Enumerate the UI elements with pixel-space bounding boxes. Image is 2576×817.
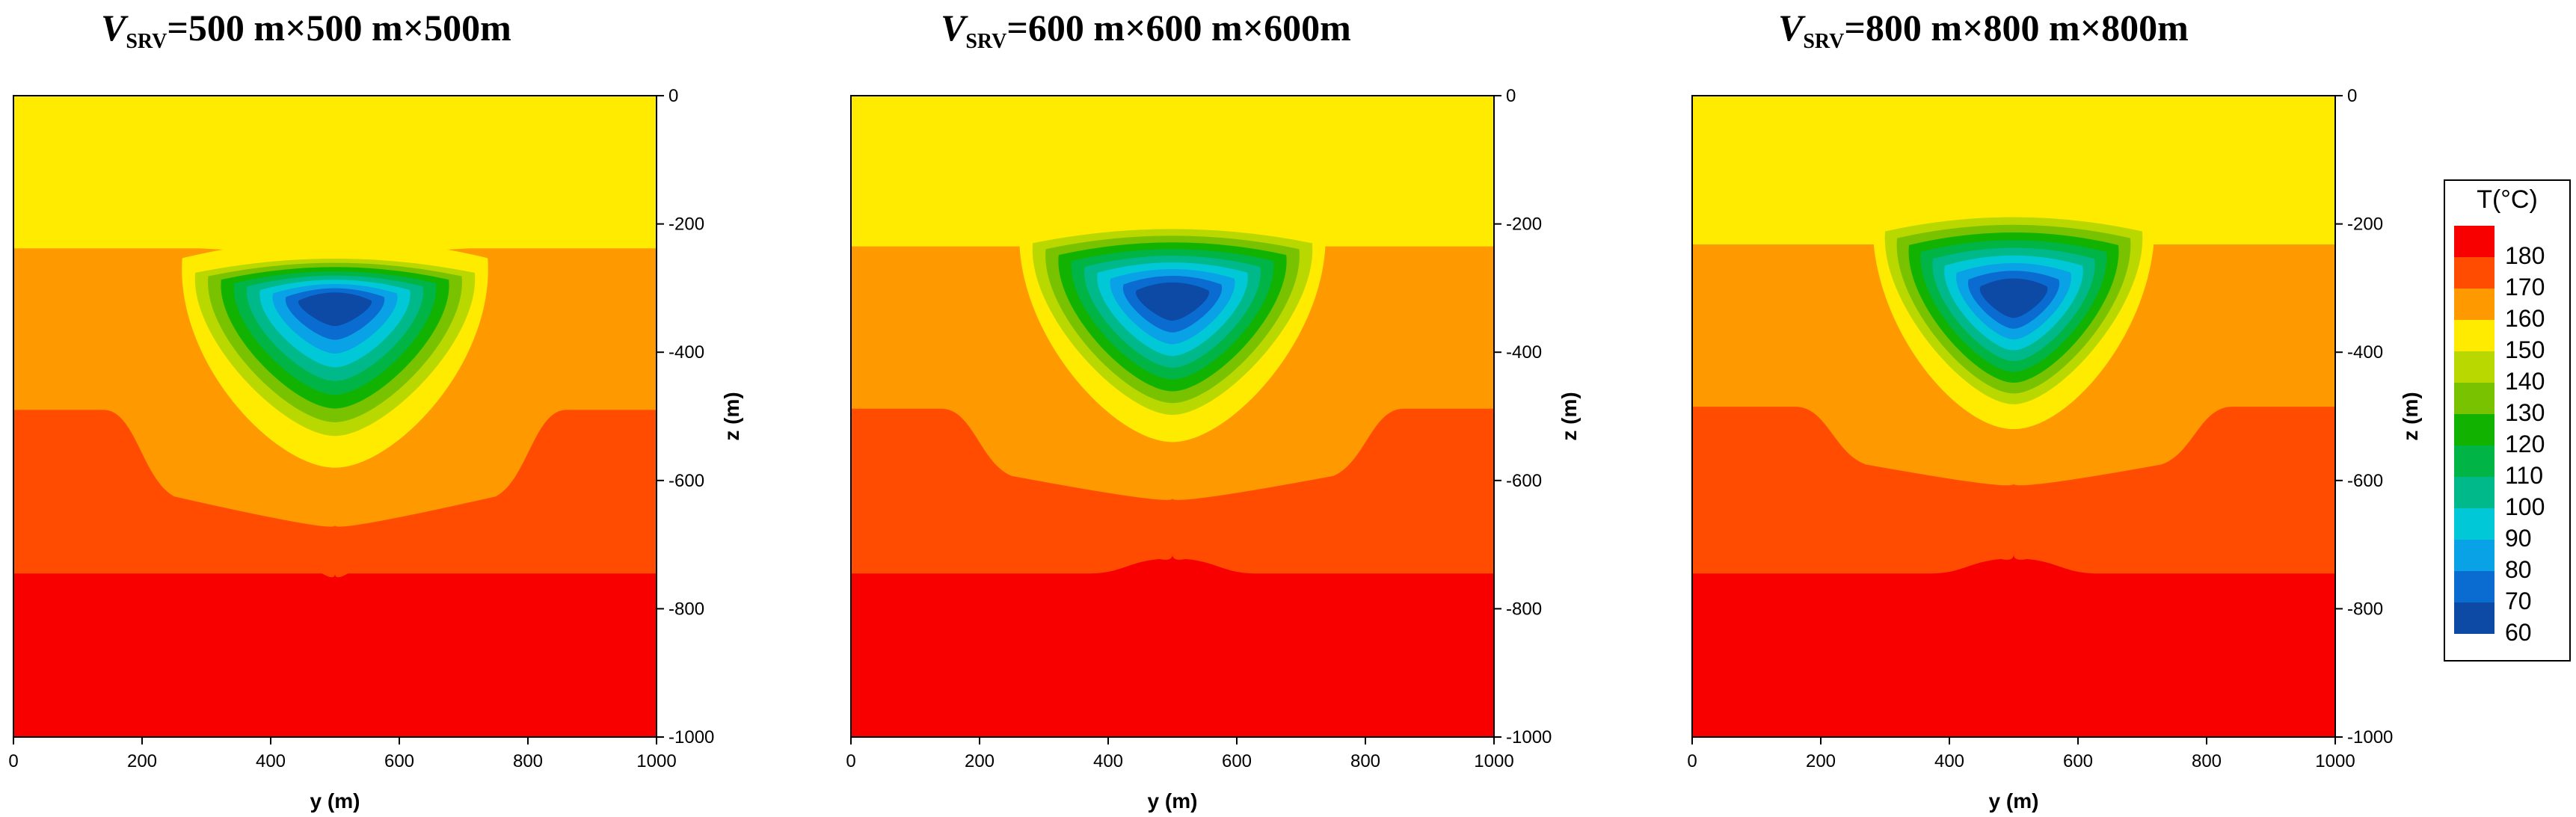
legend-swatch-150 <box>2454 320 2494 351</box>
panel-title-3: VSRV=800 m×800 m×800m <box>1778 7 2189 53</box>
x-tick-label: 1000 <box>1474 751 1513 771</box>
x-tick-label: 600 <box>384 751 414 771</box>
y-tick-label: -600 <box>2347 471 2383 491</box>
y-tick-label: -800 <box>2347 599 2383 619</box>
isotherm-60 <box>1979 278 2048 318</box>
y-tick-label: -600 <box>1506 471 1542 491</box>
y-tick-label: -1000 <box>1506 727 1552 747</box>
legend-label-100: 100 <box>2505 493 2545 520</box>
plot-frame <box>13 95 657 738</box>
x-tick-label: 400 <box>1093 751 1123 771</box>
legend-swatch-60 <box>2454 602 2494 634</box>
legend-label-120: 120 <box>2505 431 2545 457</box>
legend-swatch-180 <box>2454 226 2494 257</box>
legend-label-180: 180 <box>2505 242 2545 269</box>
plot-area <box>851 96 1494 737</box>
y-axis-label: z (m) <box>2399 392 2422 440</box>
legend-swatch-130 <box>2454 383 2494 414</box>
y-tick-label: -800 <box>668 599 704 619</box>
x-tick-label: 400 <box>256 751 286 771</box>
x-tick-label: 0 <box>846 751 855 771</box>
legend-title: T(°C) <box>2477 185 2538 214</box>
temperature-contour-plot-500: 0 200 400 600 800 1000 0 -200 -400 -600 -800 -1000 y… <box>8 86 743 813</box>
isotherm-60 <box>1135 282 1210 321</box>
x-tick-label: 800 <box>1350 751 1380 771</box>
y-tick-label: -600 <box>668 471 704 491</box>
legend-label-150: 150 <box>2505 336 2545 363</box>
x-tick-label: 200 <box>127 751 157 771</box>
x-tick-label: 1000 <box>2315 751 2355 771</box>
x-tick-label: 200 <box>965 751 995 771</box>
y-tick-label: -200 <box>668 215 704 235</box>
legend-swatch-110 <box>2454 446 2494 477</box>
temperature-contour-plot-800: 0 200 400 600 800 1000 0 -200 -400 -600 -800 -1000 y… <box>1687 86 2422 813</box>
legend-label-170: 170 <box>2505 274 2545 300</box>
legend-label-60: 60 <box>2505 619 2532 646</box>
y-tick-label: -1000 <box>668 727 714 747</box>
legend-swatch-120 <box>2454 414 2494 446</box>
y-tick-label: -200 <box>1506 215 1542 235</box>
x-tick-label: 1000 <box>636 751 676 771</box>
y-tick-label: 0 <box>1506 86 1516 106</box>
temperature-legend: T(°C) 180 170 160 150 140 130 120 110 100 90 80 70 6… <box>2444 179 2571 662</box>
y-tick-label: 0 <box>668 86 678 106</box>
x-tick-label: 0 <box>1687 751 1697 771</box>
x-tick-label: 600 <box>2063 751 2093 771</box>
legend-label-140: 140 <box>2505 368 2545 395</box>
x-tick-label: 200 <box>1806 751 1836 771</box>
legend-swatch-140 <box>2454 351 2494 383</box>
x-tick-label: 0 <box>8 751 18 771</box>
legend-label-90: 90 <box>2505 525 2532 552</box>
y-tick-label: -800 <box>1506 599 1542 619</box>
legend-swatch-170 <box>2454 257 2494 289</box>
layer-180 <box>1692 554 2335 737</box>
y-tick-label: -1000 <box>2347 727 2393 747</box>
plot-area <box>1692 96 2335 737</box>
legend-label-80: 80 <box>2505 556 2532 583</box>
legend-label-110: 110 <box>2505 462 2544 489</box>
y-axis-label: z (m) <box>720 392 743 440</box>
y-tick-label: -200 <box>2347 215 2383 235</box>
plot-area <box>13 96 657 737</box>
y-tick-label: -400 <box>2347 342 2383 363</box>
legend-label-130: 130 <box>2505 399 2545 426</box>
x-tick-label: 800 <box>513 751 543 771</box>
x-tick-label: 400 <box>1934 751 1964 771</box>
x-axis-label: y (m) <box>1148 789 1198 813</box>
temperature-contour-plot-600: 0 200 400 600 800 1000 0 -200 -400 -600 -800 -1000 y… <box>846 86 1581 813</box>
layer-180 <box>851 554 1494 737</box>
legend-label-160: 160 <box>2505 305 2545 332</box>
y-tick-label: 0 <box>2347 86 2357 106</box>
panel-title-1: VSRV=500 m×500 m×500m <box>101 7 511 53</box>
x-tick-label: 600 <box>1222 751 1252 771</box>
y-tick-label: -400 <box>1506 342 1542 363</box>
legend-swatch-80 <box>2454 540 2494 571</box>
legend-swatch-100 <box>2454 477 2494 508</box>
legend-swatch-70 <box>2454 571 2494 602</box>
isotherm-60 <box>298 292 372 327</box>
y-axis-label: z (m) <box>1558 392 1581 440</box>
legend-swatch-90 <box>2454 508 2494 540</box>
plot-frame <box>1691 95 2336 738</box>
legend-swatch-160 <box>2454 289 2494 320</box>
legend-label-70: 70 <box>2505 588 2532 614</box>
x-axis-label: y (m) <box>310 789 360 813</box>
layer-180 <box>13 573 657 737</box>
x-axis-label: y (m) <box>1989 789 2039 813</box>
y-tick-label: -400 <box>668 342 704 363</box>
plot-frame <box>850 95 1495 738</box>
panel-title-2: VSRV=600 m×600 m×600m <box>941 7 1351 53</box>
x-tick-label: 800 <box>2192 751 2222 771</box>
